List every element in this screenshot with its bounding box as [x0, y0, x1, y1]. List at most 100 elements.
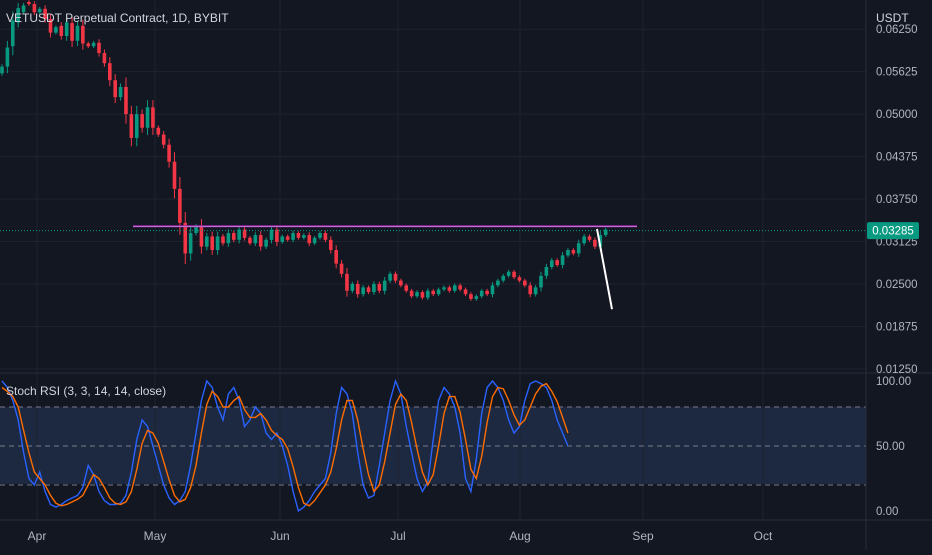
candle-body — [334, 250, 338, 264]
candle-body — [70, 23, 74, 41]
candle-body — [318, 233, 322, 238]
candle-body — [523, 280, 527, 286]
projection-line[interactable] — [596, 228, 613, 310]
candle-body — [506, 271, 511, 276]
candle-body — [528, 285, 533, 295]
time-tick-label: Apr — [28, 529, 47, 543]
last-price-label: 0.03285 — [872, 226, 914, 238]
candle-body — [215, 236, 220, 251]
price-tick-label: 0.05000 — [876, 109, 918, 121]
candle-body — [350, 283, 355, 291]
candle-body — [512, 271, 516, 278]
candle-body — [16, 8, 20, 23]
rsi-series-d — [1, 382, 569, 507]
candle-body — [463, 289, 468, 295]
candle-body — [307, 235, 312, 244]
candle-body — [5, 47, 10, 67]
candle-body — [226, 233, 231, 244]
candle-body — [178, 188, 182, 223]
time-tick-label: Jul — [390, 529, 405, 543]
candle-body — [221, 236, 225, 244]
candle-body — [64, 22, 69, 37]
rsi-layer — [0, 378, 866, 513]
candle-body — [48, 19, 53, 33]
chart-title: VETUSDT Perpetual Contract, 1D, BYBIT — [6, 11, 229, 25]
candle-body — [124, 86, 128, 115]
candle-body — [485, 290, 489, 295]
candle-body — [161, 134, 166, 145]
candle-body — [479, 290, 484, 297]
candle-body — [549, 260, 554, 268]
candle-body — [10, 20, 15, 47]
candle-body — [280, 236, 285, 242]
candle-body — [415, 292, 419, 297]
annotation-layer — [0, 225, 866, 310]
candle-body — [469, 294, 473, 299]
candle-body — [339, 263, 344, 274]
time-tick-label: Oct — [754, 529, 773, 543]
price-tick-label: 0.01250 — [876, 364, 918, 376]
candle-body — [140, 114, 144, 128]
candle-body — [264, 239, 268, 247]
candle-body — [172, 161, 177, 189]
candle-body — [587, 236, 592, 240]
candle-body — [253, 235, 258, 244]
candle-body — [431, 290, 435, 295]
candle-body — [54, 27, 58, 33]
candle-body — [474, 296, 479, 299]
candle-body — [188, 233, 193, 254]
rsi-tick-label: 50.00 — [876, 441, 905, 453]
candle-body — [296, 233, 301, 238]
candle-body — [404, 285, 409, 291]
candle-body — [576, 243, 581, 254]
price-tick-label: 0.01875 — [876, 321, 918, 333]
time-tick-label: Jun — [270, 529, 289, 543]
candle-body — [382, 280, 387, 291]
candle-body — [328, 239, 333, 251]
candle-body — [86, 43, 91, 47]
candle-body — [388, 273, 392, 281]
candle-body — [496, 280, 500, 286]
candle-body — [258, 235, 263, 247]
candle-body — [118, 86, 123, 98]
candle-body — [393, 273, 398, 281]
candle-body — [134, 114, 139, 138]
candle-body — [442, 287, 446, 290]
axis-layer: 0.06250 0.05625 0.05000 0.04375 0.03750 0.031… — [28, 24, 918, 543]
candle-body — [452, 285, 457, 291]
candle-body — [420, 292, 425, 298]
candle-body — [603, 229, 608, 236]
candle-body — [102, 52, 107, 64]
time-tick-label: Sep — [632, 529, 654, 543]
candle-body — [598, 235, 603, 247]
candle-body — [269, 229, 274, 240]
candle-body — [231, 233, 236, 240]
rsi-title: Stoch RSI (3, 3, 14, 14, close) — [6, 384, 166, 398]
candle-body — [27, 2, 31, 5]
candle-body — [75, 25, 80, 41]
candle-body — [81, 25, 85, 44]
grid-layer — [0, 0, 866, 520]
candle-body — [399, 280, 403, 286]
candle-body — [447, 287, 452, 291]
candle-body — [555, 260, 559, 265]
candle-body — [436, 289, 441, 295]
rsi-tick-label: 0.00 — [876, 506, 898, 518]
candle-body — [275, 229, 279, 242]
candle-body — [145, 107, 150, 128]
candle-body — [593, 239, 597, 247]
candle-body — [129, 114, 134, 138]
candle-body — [355, 283, 360, 295]
candle-body — [199, 226, 204, 247]
currency-label: USDT — [876, 11, 909, 25]
time-tick-label: Aug — [509, 529, 530, 543]
price-tick-label: 0.03125 — [876, 237, 918, 249]
candle-body — [210, 236, 215, 251]
candle-body — [539, 275, 543, 288]
candle-body — [566, 250, 570, 256]
candle-body — [21, 5, 26, 13]
candle-body — [248, 237, 252, 244]
candle-body — [571, 250, 576, 254]
price-tick-label: 0.03750 — [876, 194, 918, 206]
